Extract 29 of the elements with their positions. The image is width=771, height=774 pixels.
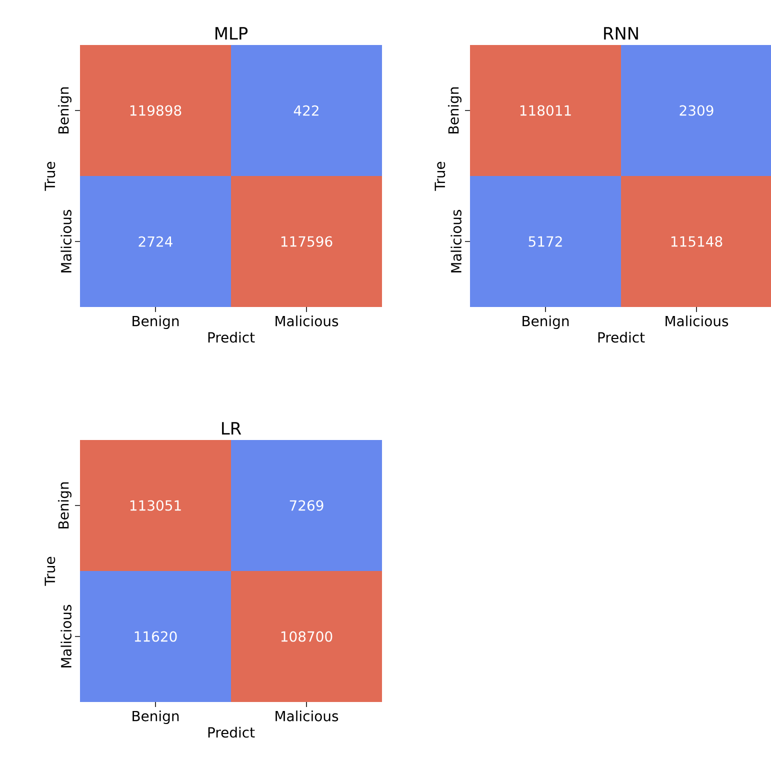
chart-title: RNN (604, 27, 638, 40)
x-tick-label: Malicious (276, 316, 338, 326)
x-tick-label: Benign (132, 316, 179, 330)
data-label: 11620 (134, 631, 177, 642)
data-label: 2309 (680, 105, 714, 116)
data-label: 2724 (138, 236, 172, 247)
data-label: 119898 (130, 105, 182, 116)
x-tick-label: Malicious (666, 316, 728, 326)
x-axis-title: Predict (208, 332, 255, 343)
y-tick-label: Benign (58, 87, 72, 134)
y-axis-title: True (434, 162, 446, 191)
y-tick-label: Malicious (60, 210, 72, 272)
data-label: 422 (294, 105, 318, 116)
data-label: 7269 (290, 500, 324, 511)
x-axis-title: Predict (208, 726, 255, 738)
x-axis-title: Predict (598, 332, 645, 343)
y-axis-title: True (44, 162, 56, 191)
y-axis-title: True (44, 556, 56, 586)
data-label: 118011 (520, 105, 571, 116)
data-label: 5172 (528, 236, 562, 247)
chart-title: LR (222, 422, 242, 435)
x-tick-label: Benign (522, 316, 569, 330)
data-label: 117596 (281, 236, 332, 247)
y-tick-label: Benign (58, 482, 72, 528)
data-label: 115148 (671, 236, 722, 247)
chart-title: MLP (216, 27, 248, 40)
data-label: 108700 (281, 631, 332, 642)
data-label: 113051 (130, 500, 181, 511)
y-tick-label: Malicious (60, 604, 72, 668)
